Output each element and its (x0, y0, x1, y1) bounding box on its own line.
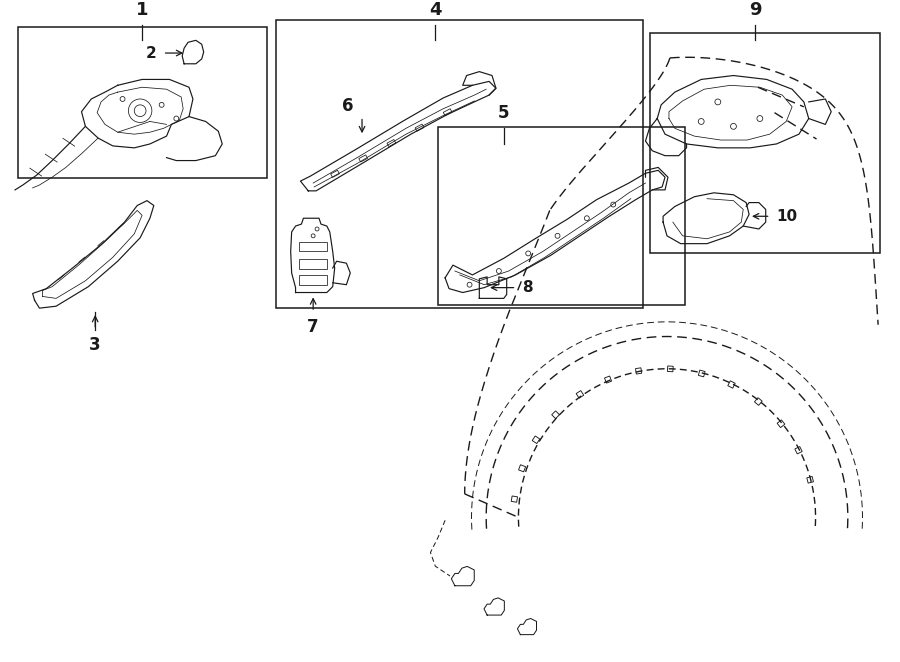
Bar (777, 420, 785, 428)
Bar (651, 34, 880, 254)
Bar (300, 260, 327, 269)
Bar (728, 381, 735, 388)
Bar (668, 366, 673, 372)
Bar (359, 155, 367, 162)
Bar (698, 370, 705, 377)
Text: 1: 1 (136, 1, 149, 19)
Bar (532, 436, 540, 444)
Text: 2: 2 (146, 46, 157, 60)
Bar (795, 447, 802, 454)
Bar (300, 275, 327, 285)
Bar (605, 376, 612, 383)
Text: 4: 4 (429, 1, 442, 19)
Bar (18, 26, 267, 178)
Bar (438, 127, 685, 305)
Text: 10: 10 (777, 209, 797, 224)
Bar (415, 124, 424, 131)
Bar (552, 411, 560, 418)
Bar (806, 477, 814, 483)
Bar (754, 398, 762, 405)
Text: 9: 9 (749, 1, 761, 19)
Bar (330, 170, 339, 177)
Bar (635, 368, 642, 374)
Text: 7: 7 (307, 318, 319, 336)
Text: 5: 5 (498, 105, 509, 122)
Bar (576, 391, 584, 398)
Text: 6: 6 (342, 97, 353, 115)
Bar (276, 20, 643, 308)
Bar (387, 140, 396, 147)
Text: 8: 8 (522, 280, 533, 295)
Bar (444, 109, 452, 116)
Bar (518, 465, 526, 472)
Bar (511, 496, 517, 502)
Bar (300, 242, 327, 252)
Text: 3: 3 (89, 336, 101, 354)
